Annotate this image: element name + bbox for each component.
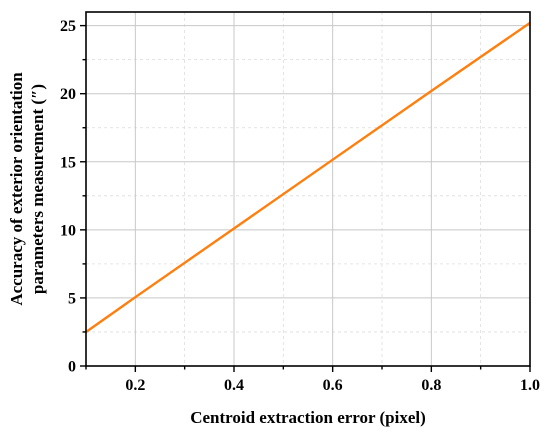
x-tick-label: 0.8: [421, 377, 441, 394]
plot-frame: [85, 11, 531, 367]
y-tick-label: 15: [60, 154, 76, 171]
x-tick-label: 0.6: [323, 377, 343, 394]
x-tick-label: 0.4: [224, 377, 244, 394]
series-line: [85, 21, 531, 333]
y-tick-label: 10: [60, 222, 76, 239]
plot-series: [85, 21, 531, 333]
grid: [85, 12, 531, 367]
y-tick-label: 0: [68, 359, 76, 376]
y-axis-title-line-2: parameters measurement (″): [28, 84, 47, 294]
x-tick-label: 0.2: [125, 377, 145, 394]
y-tick-label: 5: [68, 290, 76, 307]
x-tick-label: 1.0: [520, 377, 540, 394]
y-axis-title-line-1: Accuracy of exterior orientation: [7, 72, 26, 306]
tick-labels: 0.2 0.4 0.6 0.8 1.0 0 5 10 15 20 25: [60, 18, 540, 394]
y-tick-label: 25: [60, 18, 76, 35]
x-axis-title: Centroid extraction error (pixel): [190, 408, 426, 427]
y-tick-label: 20: [60, 86, 76, 103]
axis-ticks: [80, 24, 531, 372]
